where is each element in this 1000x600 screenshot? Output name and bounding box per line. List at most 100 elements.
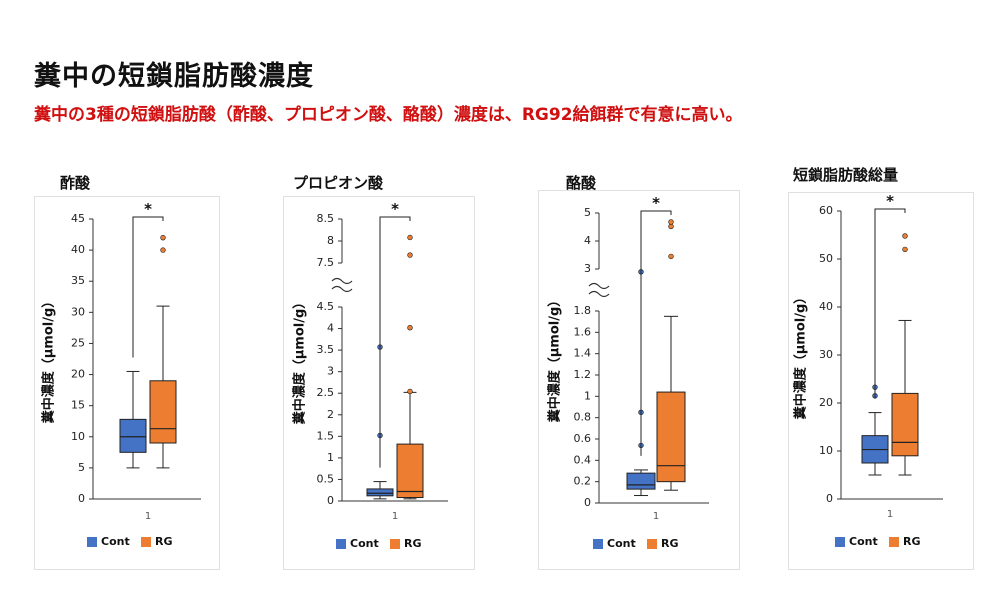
y-tick-label: 0.8 [574, 411, 592, 424]
y-tick-label: 20 [71, 368, 85, 381]
y-tick-label: 15 [71, 399, 85, 412]
legend-swatch-cont [87, 537, 97, 547]
outlier-point [668, 219, 674, 225]
chart-panel-total: 糞中濃度（μmol/g） 0 10 20 30 40 50 60 1 * Cont RG [788, 192, 974, 570]
box-body [149, 380, 177, 444]
x-tick-label: 1 [653, 511, 659, 522]
legend-label-cont: Cont [607, 537, 636, 550]
y-tick-label: 0.4 [574, 453, 592, 466]
outlier-point [407, 252, 413, 258]
y-tick-label: 1.5 [317, 429, 335, 442]
significance-bracket [132, 216, 164, 358]
box-cont [119, 370, 147, 469]
legend-label-cont: Cont [350, 537, 379, 550]
chart-title-propionic: プロピオン酸 [293, 174, 384, 192]
outlier-point [668, 223, 674, 230]
axis-break-icon [588, 290, 610, 298]
significance-star: * [144, 200, 152, 218]
outlier-point [407, 234, 413, 241]
outlier-point [902, 246, 908, 253]
legend-label-rg: RG [155, 535, 173, 548]
page-subtitle: 糞中の3種の短鎖脂肪酸（酢酸、プロピオン酸、酪酸）濃度は、RG92給餌群で有意に… [34, 105, 743, 125]
chart-total: 糞中濃度（μmol/g） 0 10 20 30 40 50 60 1 * Cont RG [793, 192, 943, 548]
box-rg [149, 234, 177, 469]
legend-swatch-cont [593, 539, 603, 549]
legend-label-rg: RG [903, 535, 921, 548]
legend-swatch-rg [889, 537, 899, 547]
y-tick-label: 7.5 [317, 256, 335, 269]
y-tick-label: 40 [819, 300, 833, 313]
legend-swatch-cont [835, 537, 845, 547]
y-tick-label: 35 [71, 274, 85, 287]
box-cont [861, 384, 889, 476]
outlier-point [160, 234, 166, 241]
axis-break-icon [331, 277, 353, 285]
y-tick-label: 1 [327, 451, 334, 464]
y-tick-label: 4 [584, 234, 591, 247]
y-axis-label: 糞中濃度（μmol/g） [793, 291, 809, 421]
y-tick-label: 0.6 [574, 432, 592, 445]
chart-panel-propionic: 糞中濃度（μmol/g） 0 0.5 1 1.5 2 2.5 3 3.5 4 4.5 7.5 8 8.5 1… [283, 196, 475, 570]
y-tick-label: 25 [71, 336, 85, 349]
y-tick-label: 4.5 [317, 300, 335, 313]
legend-label-cont: Cont [101, 535, 130, 548]
significance-bracket [379, 216, 411, 468]
significance-bracket [640, 210, 672, 456]
significance-star: * [652, 194, 660, 212]
x-tick-label: 1 [887, 509, 893, 520]
outlier-point [407, 388, 413, 395]
y-tick-label: 20 [819, 396, 833, 409]
outlier-point [160, 247, 166, 253]
legend-label-cont: Cont [849, 535, 878, 548]
box-body [891, 392, 919, 457]
legend-swatch-rg [390, 539, 400, 549]
legend-swatch-cont [336, 539, 346, 549]
box-body [396, 443, 424, 499]
y-tick-label: 0.2 [574, 475, 592, 488]
y-tick-label: 1.8 [574, 304, 592, 317]
y-tick-label: 2 [327, 408, 334, 421]
y-tick-label: 4 [327, 322, 334, 335]
y-tick-label: 3 [327, 365, 334, 378]
y-tick-label: 10 [71, 430, 85, 443]
chart-title-butyric: 酪酸 [566, 174, 597, 192]
outlier-point [902, 233, 908, 239]
significance-star: * [391, 200, 399, 218]
y-tick-label: 3.5 [317, 343, 335, 356]
y-tick-label: 0 [78, 492, 85, 505]
y-tick-label: 45 [71, 212, 85, 225]
legend-swatch-rg [141, 537, 151, 547]
box-body [626, 472, 656, 490]
axis-break-icon [331, 285, 353, 293]
y-axis-label: 糞中濃度（μmol/g） [292, 296, 308, 426]
y-tick-label: 40 [71, 243, 85, 256]
y-tick-label: 50 [819, 252, 833, 265]
chart-panel-acetic: 糞中濃度（μmol/g） 0 5 10 15 20 25 30 35 40 45 1 * Cont RG [34, 196, 220, 570]
x-tick-label: 1 [392, 511, 398, 522]
y-tick-label: 5 [584, 206, 591, 219]
y-tick-label: 30 [71, 305, 85, 318]
y-tick-label: 0.5 [317, 472, 335, 485]
y-tick-label: 0 [826, 492, 833, 505]
legend-swatch-rg [647, 539, 657, 549]
box-body [366, 488, 394, 497]
box-rg [891, 233, 919, 476]
y-tick-label: 1.6 [574, 325, 592, 338]
box-body [656, 391, 686, 483]
y-tick-label: 8 [327, 234, 334, 247]
y-tick-label: 10 [819, 444, 833, 457]
outlier-point [668, 253, 674, 260]
outlier-point [407, 324, 413, 331]
y-tick-label: 8.5 [317, 212, 335, 225]
chart-title-total: 短鎖脂肪酸総量 [793, 166, 899, 184]
y-tick-label: 60 [819, 204, 833, 217]
chart-butyric: 糞中濃度（μmol/g） 0 0.2 0.4 0.6 0.8 1 1.2 1.4 1.6 1.8 3 4… [547, 194, 709, 550]
y-tick-label: 5 [78, 461, 85, 474]
y-tick-label: 30 [819, 348, 833, 361]
significance-bracket [874, 208, 906, 399]
axis-break-icon [588, 282, 610, 290]
y-tick-label: 0 [327, 494, 334, 507]
y-axis-label: 糞中濃度（μmol/g） [41, 295, 57, 425]
y-tick-label: 2.5 [317, 386, 335, 399]
legend-label-rg: RG [661, 537, 679, 550]
